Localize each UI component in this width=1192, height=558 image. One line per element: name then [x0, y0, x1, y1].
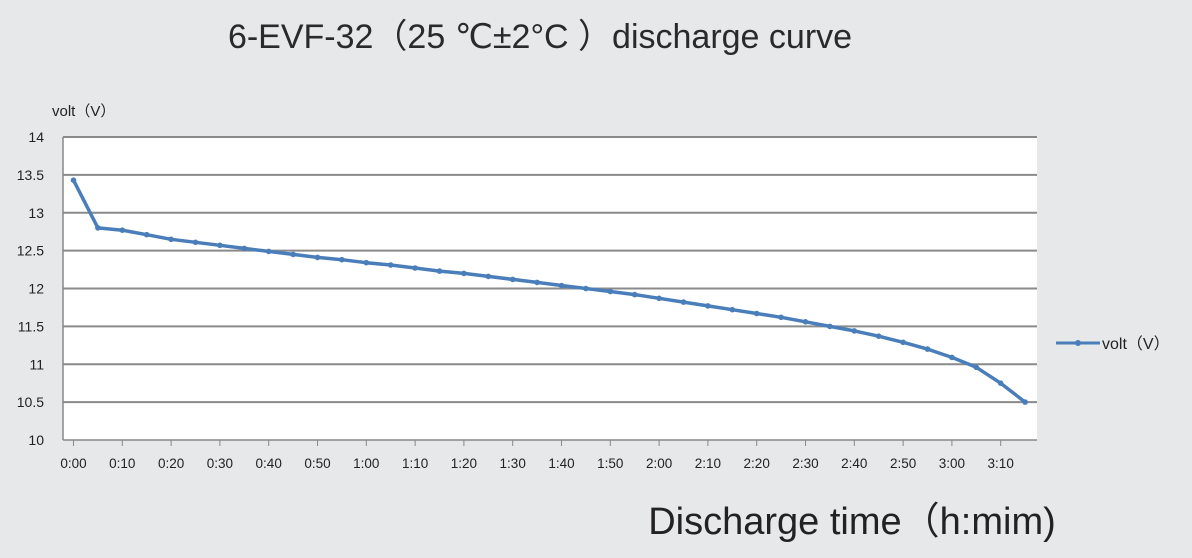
- x-tick-label: 0:40: [256, 456, 282, 471]
- x-axis-label: Discharge time（h:mim): [648, 501, 1056, 543]
- data-point: [656, 295, 662, 302]
- x-tick-label: 1:50: [597, 456, 623, 471]
- data-point: [290, 251, 296, 258]
- data-point: [875, 333, 882, 340]
- x-tick-label: 2:00: [646, 456, 672, 471]
- data-point: [753, 310, 760, 317]
- series-volt: [70, 177, 1028, 405]
- data-point: [827, 323, 833, 330]
- y-tick-label: 10: [28, 432, 44, 448]
- data-point: [339, 256, 345, 263]
- data-point: [949, 354, 955, 361]
- x-tick-label: 1:00: [353, 456, 379, 471]
- legend-label: volt（V）: [1102, 335, 1170, 353]
- chart-title: 6-EVF-32（25 ℃±2°C ）discharge curve: [228, 18, 852, 56]
- x-tick-label: 0:10: [109, 456, 135, 471]
- y-tick-label: 11.5: [18, 318, 44, 334]
- data-point: [387, 262, 394, 268]
- x-tick-label: 1:10: [402, 456, 428, 471]
- x-tick-label: 0:20: [158, 456, 184, 471]
- x-tick-label: 3:00: [939, 456, 965, 471]
- y-tick-label: 13: [28, 205, 44, 221]
- y-tick-label: 12: [28, 281, 44, 297]
- x-tick-label: 0:50: [304, 456, 330, 471]
- data-point: [778, 314, 784, 321]
- x-tick-label: 0:00: [60, 456, 86, 471]
- y-axis-ticks: 14 13.5 13 12.5 12 11.5 11 10.5 10: [17, 129, 44, 448]
- data-point: [192, 239, 199, 246]
- series-line: [71, 179, 1027, 404]
- data-point: [607, 288, 614, 295]
- data-point: [241, 245, 248, 252]
- y-tick-label: 13.5: [17, 167, 44, 183]
- data-point: [973, 364, 980, 371]
- x-tick-label: 2:30: [792, 456, 818, 471]
- data-point: [802, 319, 809, 325]
- data-point: [900, 339, 906, 346]
- data-point: [558, 282, 565, 289]
- data-point: [631, 291, 638, 298]
- x-tick-label: 0:30: [207, 456, 233, 471]
- data-point: [363, 259, 370, 266]
- y-tick-label: 12.5: [17, 243, 44, 259]
- x-tick-label: 1:20: [451, 456, 477, 471]
- data-point: [1022, 399, 1028, 405]
- x-tick-label: 1:40: [548, 456, 574, 471]
- data-point: [534, 279, 540, 286]
- data-point: [583, 285, 589, 292]
- data-point: [509, 276, 516, 283]
- data-point: [70, 177, 77, 183]
- data-point: [924, 346, 931, 352]
- legend-marker: [1075, 340, 1081, 346]
- y-tick-label: 10.5: [17, 394, 44, 410]
- x-axis-ticks: 0:00 0:10 0:20 0:30 0:40 0:50 1:00 1:10 1:20 1:30…: [60, 440, 1014, 471]
- data-point: [485, 273, 492, 280]
- data-point: [997, 380, 1004, 387]
- y-tick-label: 11: [29, 356, 44, 372]
- data-point: [461, 270, 467, 277]
- data-point: [314, 254, 321, 261]
- data-point: [680, 299, 687, 305]
- data-point: [851, 328, 858, 334]
- data-point: [412, 265, 418, 271]
- y-tick-label: 14: [28, 129, 44, 145]
- x-tick-label: 1:30: [500, 456, 526, 471]
- x-tick-label: 2:10: [695, 456, 721, 471]
- data-point: [705, 303, 711, 309]
- x-tick-label: 3:10: [988, 456, 1014, 471]
- data-point: [119, 227, 126, 233]
- gridlines: [62, 136, 1037, 441]
- legend: volt（V）: [1056, 335, 1170, 353]
- data-point: [143, 231, 150, 238]
- data-point: [217, 242, 223, 249]
- data-point: [436, 268, 443, 274]
- data-point: [265, 248, 272, 255]
- data-point: [95, 225, 101, 231]
- data-point: [729, 306, 736, 313]
- x-tick-label: 2:50: [890, 456, 916, 471]
- data-point: [168, 236, 174, 243]
- x-tick-label: 2:40: [841, 456, 867, 471]
- x-tick-label: 2:20: [744, 456, 770, 471]
- y-axis-label: volt（V）: [52, 103, 115, 120]
